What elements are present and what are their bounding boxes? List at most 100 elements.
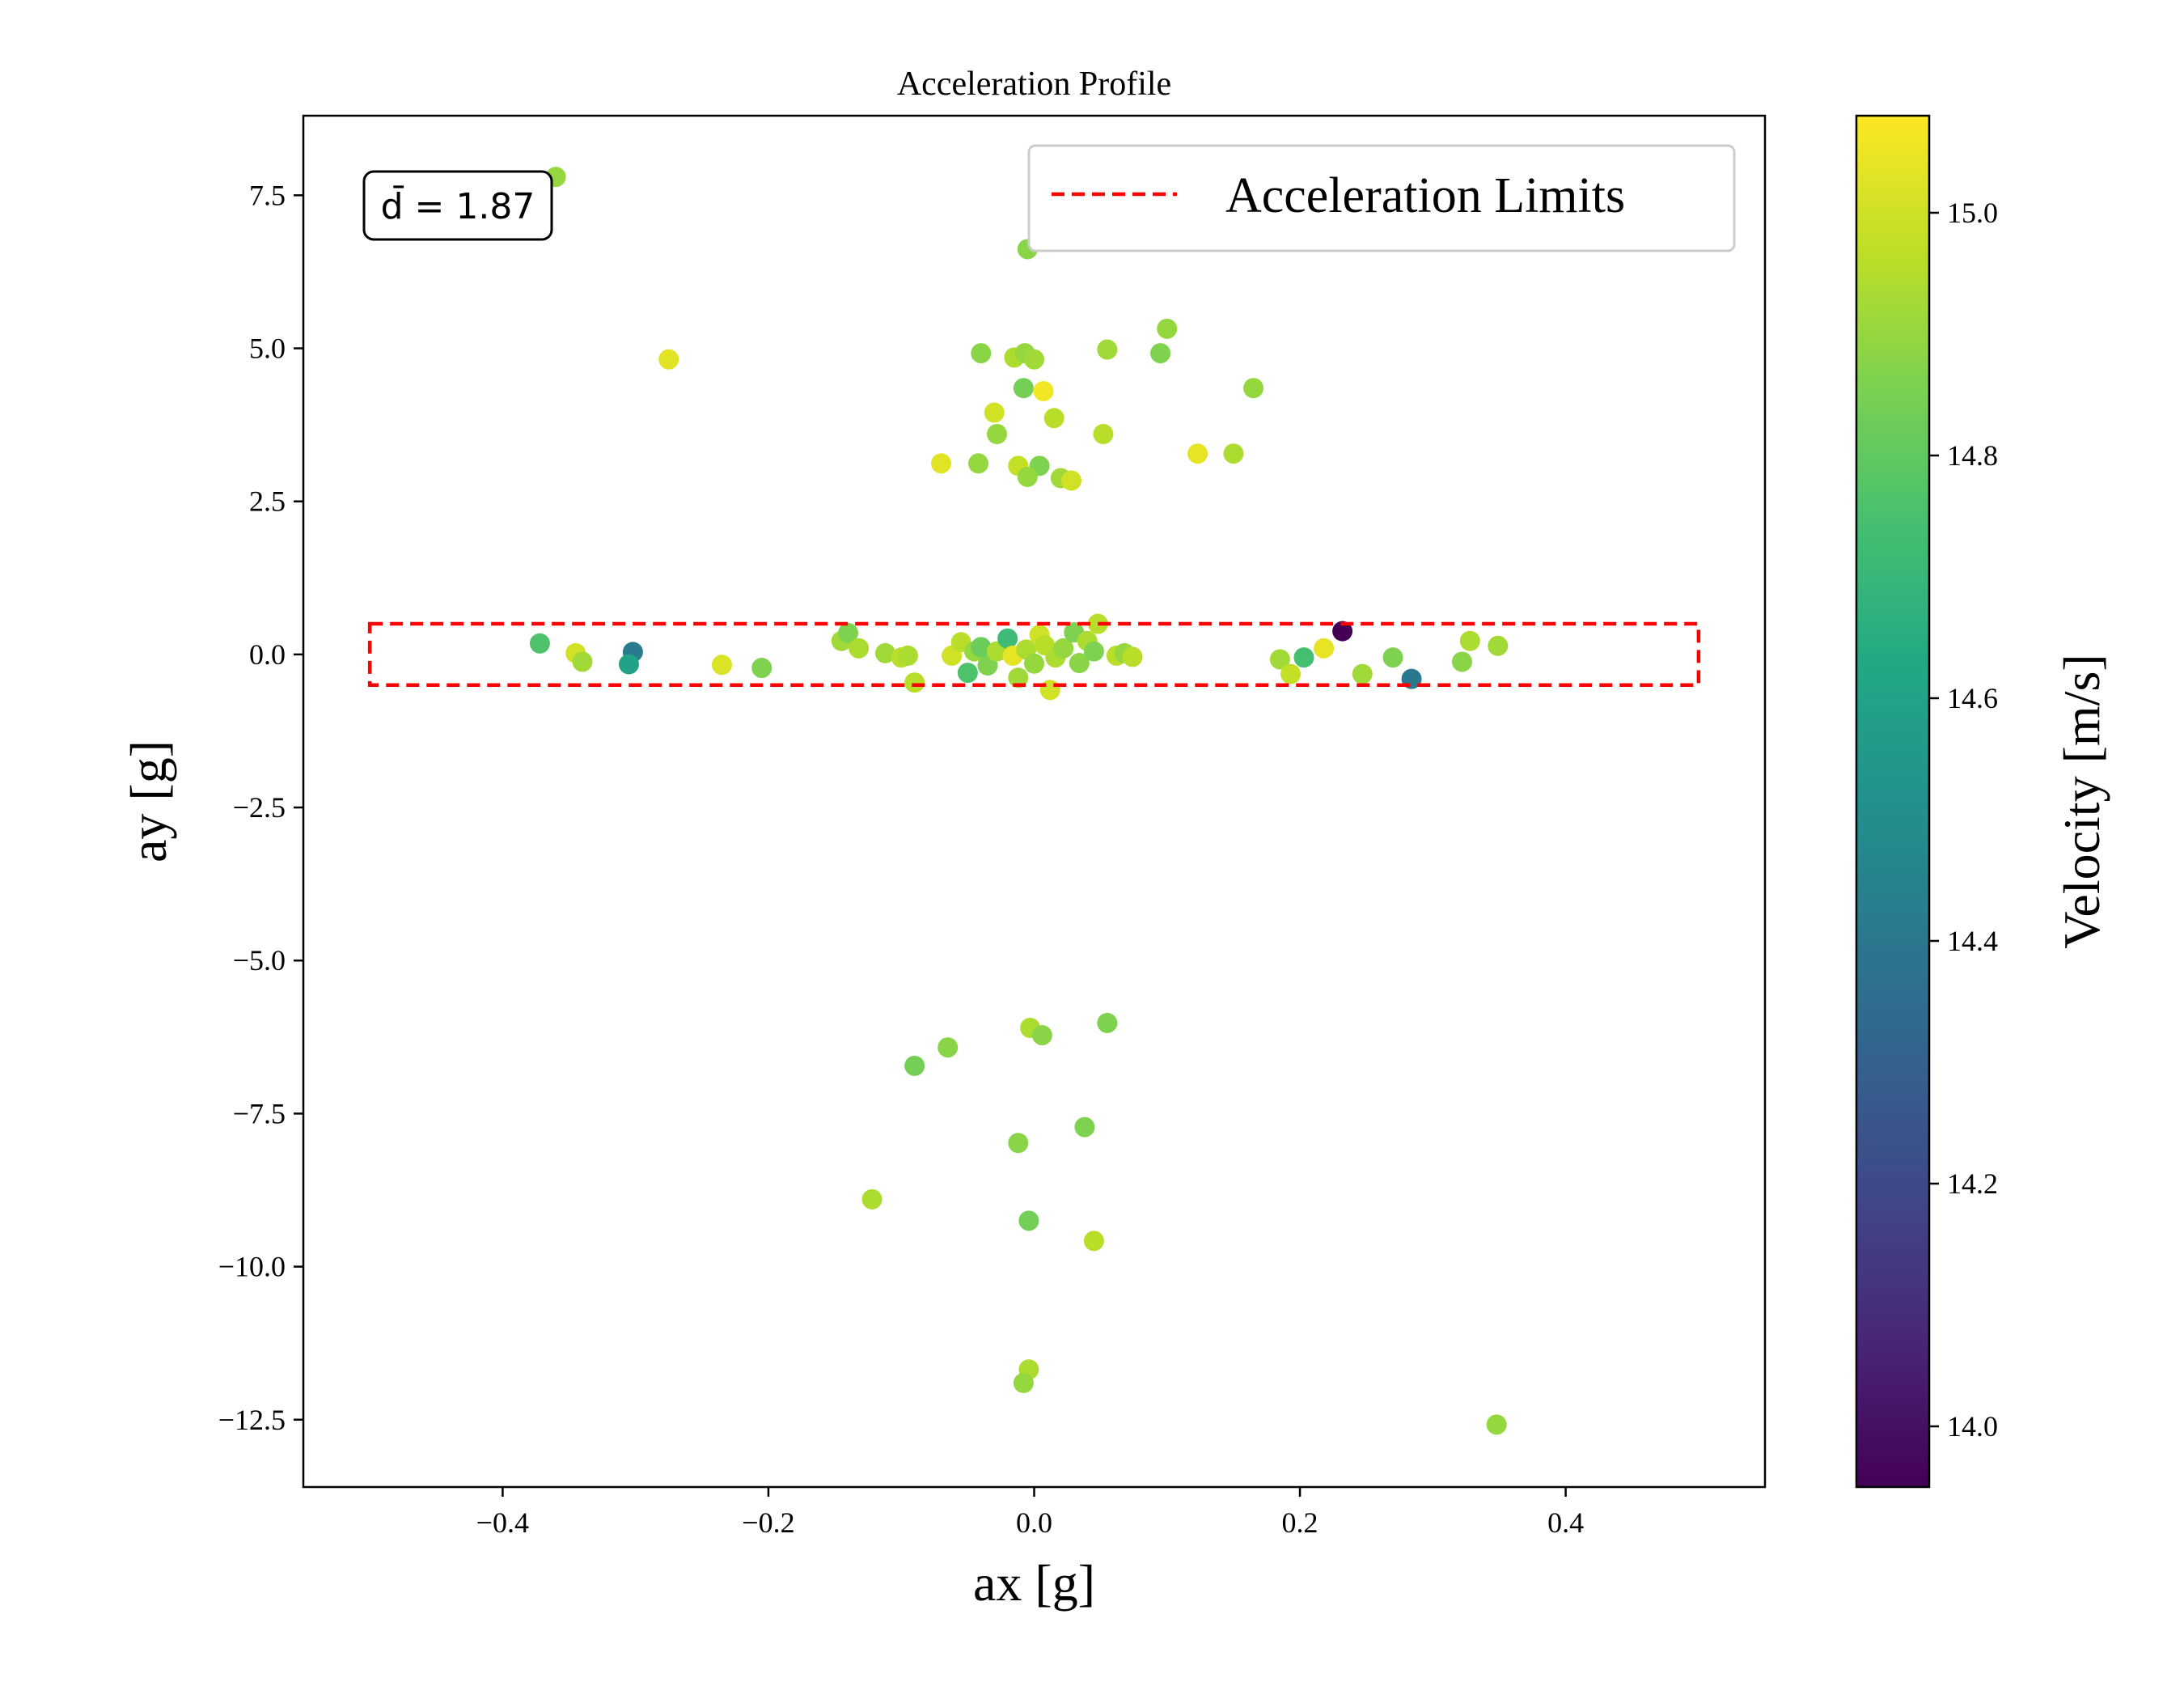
mean-distance-annotation: d̄ = 1.87 bbox=[362, 170, 553, 241]
scatter-point-85 bbox=[1018, 1210, 1039, 1231]
scatter-point-71 bbox=[1352, 663, 1373, 684]
scatter-point-11 bbox=[1013, 378, 1034, 399]
scatter-point-88 bbox=[1013, 1372, 1034, 1393]
colorbar-tick-label: 14.0 bbox=[1947, 1410, 1998, 1443]
scatter-point-72 bbox=[1382, 647, 1403, 668]
scatter-point-83 bbox=[1074, 1116, 1095, 1138]
y-tick-label: −7.5 bbox=[233, 1097, 286, 1129]
scatter-point-80 bbox=[1031, 1025, 1052, 1046]
colorbar-label: Velocity [m/s] bbox=[2053, 654, 2110, 948]
colorbar-tick-label: 15.0 bbox=[1947, 197, 1998, 229]
scatter-point-25 bbox=[1187, 443, 1208, 464]
scatter-point-19 bbox=[968, 453, 989, 474]
scatter-point-68 bbox=[1293, 647, 1314, 668]
scatter-point-50 bbox=[1008, 667, 1029, 688]
x-axis-label: ax [g] bbox=[973, 1554, 1095, 1612]
scatter-point-7 bbox=[1024, 349, 1044, 370]
legend: Acceleration Limits bbox=[1027, 144, 1736, 252]
scatter-point-15 bbox=[1043, 408, 1064, 429]
y-tick-label: −2.5 bbox=[233, 791, 286, 824]
colorbar-gradient bbox=[1855, 114, 1931, 1489]
scatter-points bbox=[529, 167, 1509, 1435]
scatter-point-31 bbox=[618, 654, 639, 675]
scatter-point-78 bbox=[938, 1037, 959, 1058]
scatter-point-59 bbox=[1069, 652, 1090, 673]
x-tick-label: 0.0 bbox=[1016, 1506, 1052, 1539]
limits-rectangle bbox=[367, 621, 1701, 687]
scatter-point-33 bbox=[751, 658, 772, 679]
annotation-box bbox=[362, 170, 553, 241]
scatter-point-43 bbox=[957, 663, 978, 684]
scatter-point-65 bbox=[1122, 646, 1143, 667]
colorbar-tick-label: 14.8 bbox=[1947, 439, 1998, 472]
scatter-point-81 bbox=[1097, 1012, 1118, 1033]
x-tick-label: −0.4 bbox=[476, 1506, 529, 1539]
y-tick-label: −12.5 bbox=[218, 1404, 286, 1436]
scatter-point-84 bbox=[861, 1188, 882, 1210]
y-tick-label: −10.0 bbox=[218, 1251, 286, 1283]
scatter-point-8 bbox=[1097, 339, 1118, 360]
scatter-point-61 bbox=[1083, 641, 1104, 662]
scatter-point-75 bbox=[1459, 630, 1480, 651]
x-tick-label: −0.2 bbox=[742, 1506, 794, 1539]
x-tick-label: 0.4 bbox=[1547, 1506, 1584, 1539]
scatter-point-18 bbox=[931, 453, 952, 474]
scatter-point-67 bbox=[1280, 663, 1302, 684]
scatter-point-86 bbox=[1083, 1231, 1104, 1252]
legend-label-limits: Acceleration Limits bbox=[1225, 168, 1625, 223]
scatter-point-17 bbox=[1093, 423, 1114, 444]
scatter-point-10 bbox=[1157, 318, 1178, 339]
colorbar-tick-label: 14.4 bbox=[1947, 925, 1998, 957]
scatter-point-32 bbox=[711, 655, 732, 676]
y-tick-label: −5.0 bbox=[233, 944, 286, 977]
scatter-point-40 bbox=[904, 672, 925, 693]
y-tick-label: 5.0 bbox=[249, 333, 286, 365]
scatter-point-13 bbox=[1243, 378, 1264, 399]
annotation-text: d̄ = 1.87 bbox=[381, 184, 535, 227]
scatter-point-57 bbox=[1053, 638, 1074, 659]
legend-box bbox=[1027, 144, 1736, 252]
scatter-point-26 bbox=[1223, 443, 1244, 464]
scatter-point-52 bbox=[1024, 653, 1044, 674]
scatter-point-82 bbox=[1008, 1133, 1029, 1154]
y-tick-label: 7.5 bbox=[249, 179, 286, 211]
scatter-point-24 bbox=[1060, 470, 1081, 491]
colorbar-ticks: 14.0 14.2 14.4 14.6 14.8 15.0 bbox=[1929, 197, 1998, 1443]
scatter-point-77 bbox=[904, 1055, 925, 1076]
x-tick-label: 0.2 bbox=[1282, 1506, 1318, 1539]
scatter-point-45 bbox=[971, 637, 992, 658]
scatter-point-74 bbox=[1451, 651, 1472, 672]
scatter-point-69 bbox=[1314, 638, 1335, 659]
scatter-point-76 bbox=[1488, 635, 1509, 656]
scatter-point-16 bbox=[987, 423, 1008, 444]
y-tick-label: 2.5 bbox=[249, 485, 286, 518]
y-axis-label: ay [g] bbox=[120, 740, 177, 862]
scatter-point-70 bbox=[1332, 621, 1353, 642]
scatter-point-27 bbox=[529, 633, 550, 654]
scatter-point-29 bbox=[572, 651, 593, 672]
scatter-point-12 bbox=[1033, 381, 1054, 402]
chart-title: Acceleration Profile bbox=[897, 66, 1171, 103]
y-tick-label: 0.0 bbox=[249, 638, 286, 671]
scatter-point-55 bbox=[1039, 680, 1060, 701]
scatter-point-22 bbox=[1017, 466, 1038, 487]
scatter-point-37 bbox=[875, 642, 896, 663]
scatter-point-39 bbox=[897, 645, 918, 666]
plot-frame bbox=[302, 114, 1767, 1489]
colorbar-tick-label: 14.2 bbox=[1947, 1167, 1998, 1200]
colorbar: 14.0 14.2 14.4 14.6 14.8 15.0 Velocity [m/s] bbox=[1855, 114, 2110, 1489]
y-axis-ticks: −12.5 −10.0 −7.5 −5.0 −2.5 0.0 2.5 5.0 7.5 bbox=[218, 179, 303, 1436]
scatter-point-35 bbox=[838, 622, 859, 643]
scatter-point-4 bbox=[971, 343, 992, 364]
scatter-point-1 bbox=[658, 349, 679, 370]
scatter-point-48 bbox=[997, 628, 1018, 649]
x-axis-ticks: −0.4 −0.2 0.0 0.2 0.4 bbox=[476, 1487, 1584, 1539]
scatter-point-9 bbox=[1150, 343, 1171, 364]
colorbar-tick-label: 14.6 bbox=[1947, 682, 1998, 714]
scatter-point-66 bbox=[1269, 649, 1290, 670]
scatter-point-89 bbox=[1486, 1414, 1507, 1435]
scatter-point-14 bbox=[984, 402, 1005, 423]
limits-box bbox=[367, 621, 1701, 687]
scatter-point-36 bbox=[849, 638, 870, 659]
